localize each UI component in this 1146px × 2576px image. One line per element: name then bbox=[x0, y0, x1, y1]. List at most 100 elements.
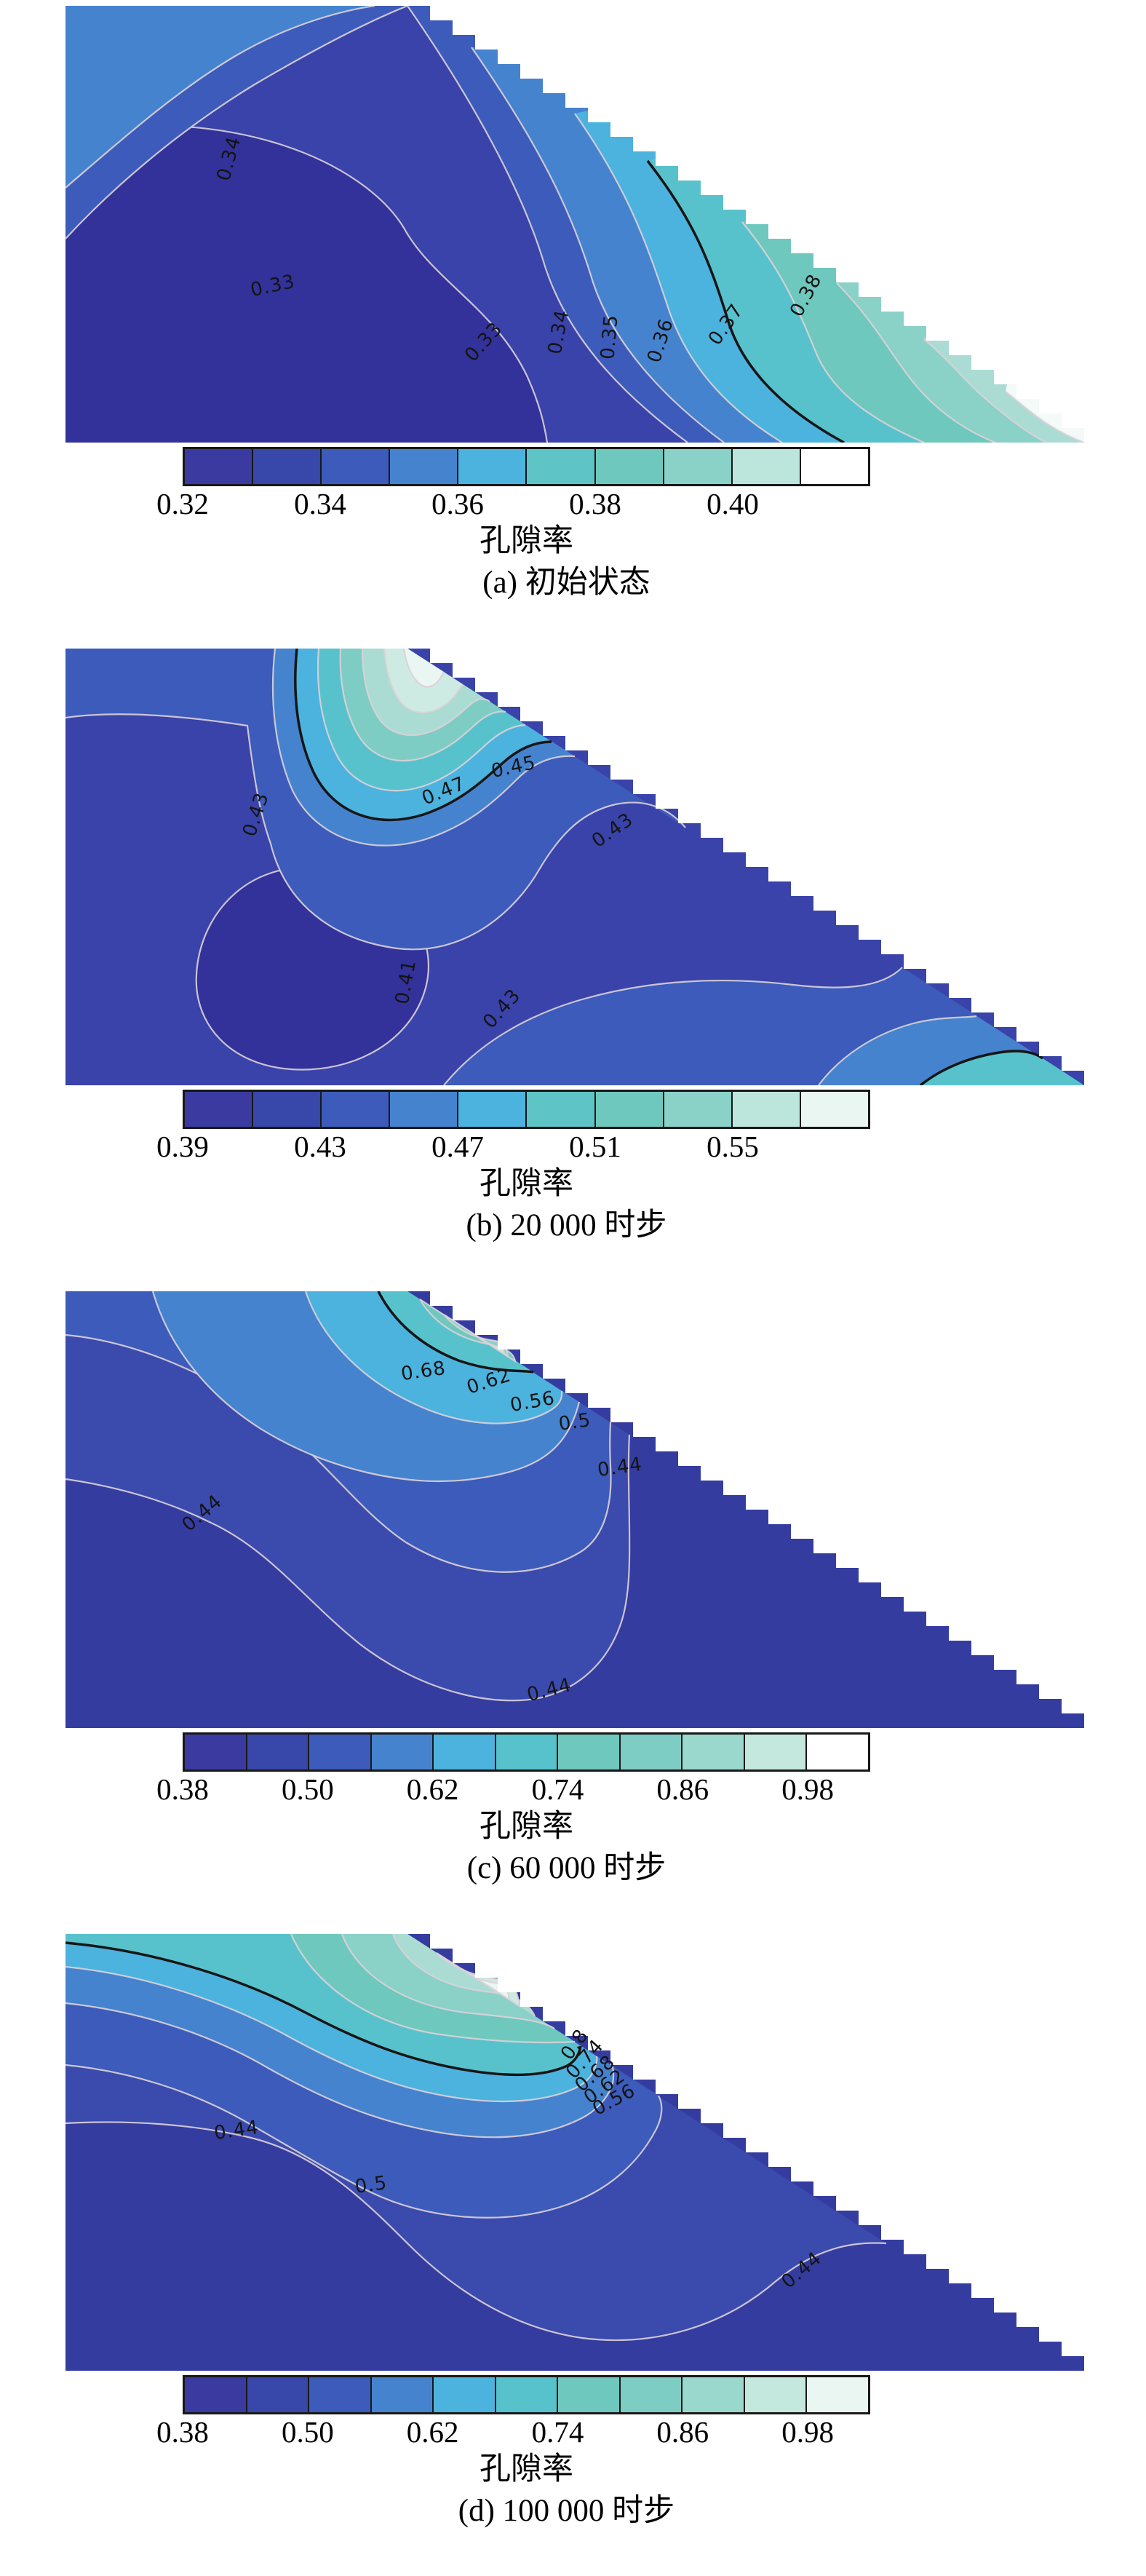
contour-bands-c bbox=[65, 1291, 1084, 1728]
colorbar-cell bbox=[732, 449, 801, 484]
tick-label: 0.62 bbox=[406, 2415, 459, 2449]
colorbar-cell bbox=[558, 2377, 621, 2412]
colorbar-cell bbox=[800, 449, 868, 484]
contour-bands-d bbox=[65, 1934, 1084, 2371]
panel-caption-b: (b) 20 000 时步 bbox=[466, 1208, 667, 1243]
tick-label: 0.62 bbox=[406, 1772, 459, 1806]
panel-b: 0.43 0.47 0.45 0.43 0.41 0.43 0.39 0.43 0.47 0.51… bbox=[0, 649, 1146, 1251]
colorbar-cell bbox=[185, 1092, 254, 1127]
tick-label: 0.51 bbox=[569, 1130, 621, 1163]
colorbar-cell bbox=[732, 1092, 801, 1127]
tick-label: 0.38 bbox=[156, 1772, 209, 1806]
tick-label: 0.98 bbox=[781, 2415, 834, 2449]
colorbar-cell bbox=[458, 449, 528, 484]
colorbar-cell bbox=[496, 2377, 559, 2412]
colorbar-cell bbox=[434, 1735, 496, 1769]
panel-caption-a: (a) 初始状态 bbox=[482, 566, 650, 600]
tick-label: 0.86 bbox=[656, 2415, 709, 2449]
tick-label: 0.43 bbox=[294, 1130, 346, 1163]
colorbar-cell bbox=[664, 449, 733, 484]
colorbar-ticks-c: 0.38 0.50 0.62 0.74 0.86 0.98 bbox=[156, 1772, 870, 1808]
colorbar-ticks-b: 0.39 0.43 0.47 0.51 0.55 bbox=[156, 1129, 870, 1165]
colorbar-cell bbox=[253, 1092, 322, 1127]
colorbar-cells-d bbox=[183, 2375, 870, 2414]
colorbar-cell bbox=[807, 2377, 869, 2412]
contour-label-d-0.5: 0.5 bbox=[353, 2172, 389, 2198]
tick-label: 0.50 bbox=[281, 1772, 334, 1806]
colorbar-d bbox=[183, 2375, 870, 2414]
contour-plot-d: 0.8 0.74 0.68 0.62 0.56 0.5 0.44 0.44 bbox=[65, 1934, 1084, 2371]
colorbar-cell bbox=[185, 1735, 247, 1769]
tick-label: 0.36 bbox=[431, 487, 484, 520]
colorbar-cell bbox=[558, 1735, 621, 1769]
colorbar-cell bbox=[247, 1735, 310, 1769]
colorbar-axis-label-d: 孔隙率 bbox=[480, 2452, 573, 2486]
tick-label: 0.34 bbox=[294, 487, 346, 520]
tick-label: 0.86 bbox=[656, 1772, 709, 1806]
panel-caption-c: (c) 60 000 时步 bbox=[466, 1851, 666, 1885]
colorbar-cell bbox=[434, 2377, 496, 2412]
contour-plot-b: 0.43 0.47 0.45 0.43 0.41 0.43 bbox=[65, 649, 1084, 1085]
tick-label: 0.98 bbox=[781, 1772, 834, 1806]
colorbar-axis-label-a: 孔隙率 bbox=[480, 524, 573, 558]
colorbar-cell bbox=[371, 1735, 434, 1769]
colorbar-a bbox=[183, 447, 870, 486]
colorbar-cell bbox=[620, 1735, 683, 1769]
colorbar-cell bbox=[595, 449, 664, 484]
tick-label: 0.50 bbox=[281, 2415, 334, 2449]
contour-plot-a: 0.34 0.33 0.33 0.34 0.35 0.36 0.37 0.38 bbox=[65, 6, 1084, 443]
colorbar-cell bbox=[185, 449, 254, 484]
colorbar-cell bbox=[371, 2377, 434, 2412]
colorbar-cell bbox=[309, 1735, 372, 1769]
panel-c: 0.68 0.62 0.56 0.5 0.44 0.44 0.44 0.38 0.50 0.62 0… bbox=[0, 1291, 1146, 1894]
colorbar-cell bbox=[800, 1092, 868, 1127]
tick-label: 0.38 bbox=[156, 2415, 209, 2449]
tick-label: 0.47 bbox=[431, 1130, 484, 1163]
colorbar-cell bbox=[322, 449, 391, 484]
colorbar-cell bbox=[458, 1092, 528, 1127]
colorbar-cell bbox=[322, 1092, 391, 1127]
colorbar-cells-b bbox=[183, 1090, 870, 1129]
colorbar-cell bbox=[744, 2377, 808, 2412]
colorbar-cell bbox=[527, 1092, 596, 1127]
panel-d: 0.8 0.74 0.68 0.62 0.56 0.5 0.44 0.44 0.38 0.50 0.… bbox=[0, 1934, 1146, 2537]
colorbar-cell bbox=[664, 1092, 733, 1127]
colorbar-cell bbox=[527, 449, 596, 484]
panel-a: 0.34 0.33 0.33 0.34 0.35 0.36 0.37 0.38 0.32 0.34… bbox=[0, 0, 1146, 609]
colorbar-cell bbox=[683, 2377, 745, 2412]
contour-plot-c: 0.68 0.62 0.56 0.5 0.44 0.44 0.44 bbox=[65, 1291, 1084, 1728]
colorbar-cell bbox=[595, 1092, 664, 1127]
tick-label: 0.40 bbox=[707, 487, 759, 520]
contour-label-c-0.5: 0.5 bbox=[557, 1409, 593, 1435]
tick-label: 0.39 bbox=[156, 1130, 209, 1163]
colorbar-cell bbox=[744, 1735, 808, 1769]
tick-label: 0.55 bbox=[707, 1130, 759, 1163]
panel-caption-d: (d) 100 000 时步 bbox=[458, 2494, 675, 2528]
colorbar-cells-c bbox=[183, 1732, 870, 1772]
colorbar-cell bbox=[390, 449, 459, 484]
colorbar-cell bbox=[390, 1092, 459, 1127]
tick-label: 0.32 bbox=[156, 487, 209, 520]
colorbar-c bbox=[183, 1732, 870, 1772]
colorbar-axis-label-c: 孔隙率 bbox=[480, 1810, 573, 1844]
colorbar-cell bbox=[620, 2377, 683, 2412]
colorbar-ticks-a: 0.32 0.34 0.36 0.38 0.40 bbox=[156, 486, 870, 523]
tick-label: 0.74 bbox=[531, 2415, 584, 2449]
colorbar-cell bbox=[496, 1735, 559, 1769]
contour-bands-b bbox=[65, 649, 1084, 1085]
colorbar-cell bbox=[683, 1735, 745, 1769]
colorbar-cell bbox=[247, 2377, 310, 2412]
colorbar-b bbox=[183, 1090, 870, 1129]
colorbar-ticks-d: 0.38 0.50 0.62 0.74 0.86 0.98 bbox=[156, 2414, 870, 2451]
colorbar-cell bbox=[807, 1735, 869, 1769]
colorbar-cell bbox=[309, 2377, 372, 2412]
contour-label-a-0.35: 0.35 bbox=[597, 313, 623, 361]
colorbar-cells-a bbox=[183, 447, 870, 486]
colorbar-cell bbox=[185, 2377, 247, 2412]
colorbar-cell bbox=[253, 449, 322, 484]
contour-bands-a bbox=[65, 6, 1084, 443]
colorbar-axis-label-b: 孔隙率 bbox=[480, 1167, 573, 1201]
tick-label: 0.74 bbox=[531, 1772, 584, 1806]
tick-label: 0.38 bbox=[569, 487, 621, 520]
